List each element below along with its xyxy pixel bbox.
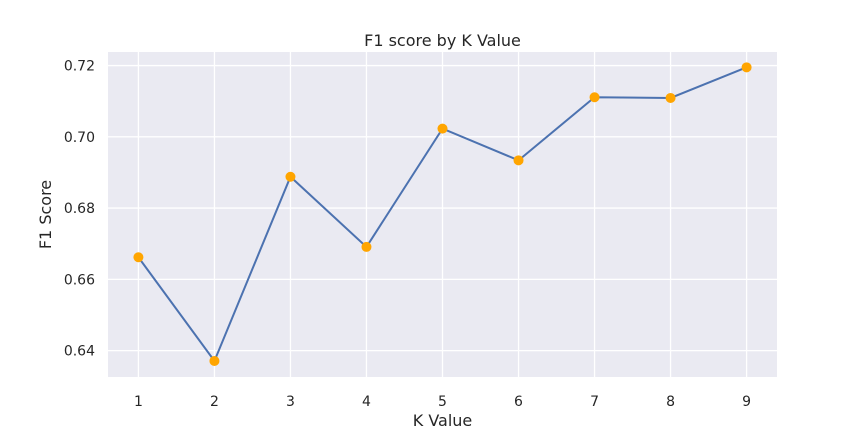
- x-tick-label: 5: [438, 394, 447, 410]
- data-point: [665, 92, 676, 103]
- markers: [133, 62, 752, 366]
- data-point: [513, 155, 524, 166]
- x-tick-label: 2: [210, 394, 219, 410]
- data-point: [361, 241, 372, 252]
- data-point: [589, 92, 600, 103]
- x-tick-label: 7: [590, 394, 599, 410]
- chart-title: F1 score by K Value: [364, 31, 521, 50]
- y-axis-label: F1 Score: [36, 180, 55, 249]
- x-tick-label: 6: [514, 394, 523, 410]
- y-tick-label: 0.70: [64, 130, 95, 146]
- y-tick-label: 0.68: [64, 201, 95, 217]
- x-tick-label: 4: [362, 394, 371, 410]
- data-point: [209, 355, 220, 366]
- x-tick-labels: 1 2 3 4 5 6 7 8 9: [134, 394, 751, 410]
- y-tick-labels: 0.64 0.66 0.68 0.70 0.72: [64, 59, 95, 360]
- grid: [108, 52, 777, 377]
- data-point: [285, 171, 296, 182]
- y-tick-label: 0.66: [64, 272, 95, 288]
- x-tick-label: 3: [286, 394, 295, 410]
- x-tick-label: 9: [742, 394, 751, 410]
- y-tick-label: 0.64: [64, 344, 95, 360]
- data-point: [437, 123, 448, 134]
- x-tick-label: 1: [134, 394, 143, 410]
- data-point: [741, 62, 752, 73]
- x-axis-label: K Value: [413, 411, 473, 430]
- data-point: [133, 252, 144, 263]
- x-tick-label: 8: [666, 394, 675, 410]
- y-tick-label: 0.72: [64, 59, 95, 75]
